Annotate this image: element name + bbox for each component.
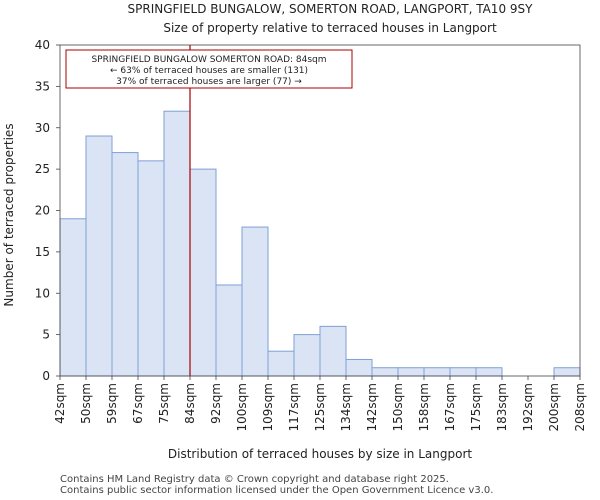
chart-title: SPRINGFIELD BUNGALOW, SOMERTON ROAD, LAN…: [128, 2, 534, 16]
x-tick-label-150sqm: 150sqm: [391, 383, 405, 431]
x-tick-label-183sqm: 183sqm: [495, 383, 509, 431]
y-tick-label-20: 20: [35, 204, 50, 218]
bar-150sqm: [397, 367, 425, 377]
x-tick-label-50sqm: 50sqm: [79, 383, 93, 424]
y-axis: 0 5 10 15 20 25 30 35 40: [35, 38, 60, 383]
footer-copyright: Contains HM Land Registry data © Crown c…: [60, 474, 449, 485]
x-tick-label-175sqm: 175sqm: [469, 383, 483, 431]
bar-158sqm: [423, 367, 451, 377]
y-tick-label-0: 0: [42, 369, 50, 383]
x-axis: 42sqm 50sqm 59sqm 67sqm 75sqm 84sqm 92sqm 100sq…: [53, 376, 587, 431]
bar-109sqm: [267, 350, 295, 377]
x-tick-label-192sqm: 192sqm: [521, 383, 535, 431]
x-tick-label-200sqm: 200sqm: [547, 383, 561, 431]
y-tick-label-10: 10: [35, 286, 50, 300]
x-tick-label-167sqm: 167sqm: [443, 383, 457, 431]
footer-licence: Contains public sector information licen…: [60, 485, 494, 496]
x-tick-label-208sqm: 208sqm: [573, 383, 587, 431]
annotation-box: SPRINGFIELD BUNGALOW SOMERTON ROAD: 84sq…: [65, 49, 353, 89]
bar-100sqm: [241, 226, 269, 377]
x-tick-label-84sqm: 84sqm: [183, 383, 197, 424]
bar-92sqm: [215, 284, 243, 377]
x-tick-label-134sqm: 134sqm: [339, 383, 353, 431]
annotation-border: [65, 49, 353, 89]
chart-subtitle: Size of property relative to terraced ho…: [163, 21, 497, 35]
x-tick-label-100sqm: 100sqm: [235, 383, 249, 431]
bar-50sqm: [85, 135, 113, 377]
x-tick-label-158sqm: 158sqm: [417, 383, 431, 431]
bar-200sqm: [553, 367, 581, 377]
y-axis-label: Number of terraced properties: [2, 123, 16, 306]
bar-42sqm: [59, 218, 87, 377]
annotation-line-2: ← 63% of terraced houses are smaller (13…: [110, 66, 308, 76]
x-tick-label-92sqm: 92sqm: [209, 383, 223, 424]
x-tick-label-109sqm: 109sqm: [261, 383, 275, 431]
bar-67sqm: [137, 160, 165, 377]
annotation-line-1: SPRINGFIELD BUNGALOW SOMERTON ROAD: 84sq…: [91, 55, 326, 65]
x-tick-label-142sqm: 142sqm: [365, 383, 379, 431]
x-tick-label-59sqm: 59sqm: [105, 383, 119, 424]
x-tick-label-117sqm: 117sqm: [287, 383, 301, 431]
y-tick-label-30: 30: [35, 121, 50, 135]
bar-175sqm: [475, 367, 503, 377]
bar-167sqm: [449, 367, 477, 377]
y-tick-label-40: 40: [35, 38, 50, 52]
bar-84sqm: [189, 168, 217, 377]
x-axis-label: Distribution of terraced houses by size …: [168, 447, 472, 461]
y-tick-label-35: 35: [35, 79, 50, 93]
bar-59sqm: [111, 152, 139, 377]
y-tick-label-15: 15: [35, 245, 50, 259]
x-tick-label-42sqm: 42sqm: [53, 383, 67, 424]
annotation-line-3: 37% of terraced houses are larger (77) →: [116, 77, 302, 87]
bar-134sqm: [345, 358, 373, 377]
y-tick-label-25: 25: [35, 162, 50, 176]
bar-117sqm: [293, 334, 321, 377]
bar-75sqm: [163, 110, 191, 377]
x-tick-label-125sqm: 125sqm: [313, 383, 327, 431]
bar-142sqm: [371, 367, 399, 377]
plot-frame: [59, 44, 581, 377]
bars-group: [59, 110, 581, 377]
y-tick-label-5: 5: [42, 328, 50, 342]
bar-125sqm: [319, 325, 347, 377]
x-tick-label-67sqm: 67sqm: [131, 383, 145, 424]
x-tick-label-75sqm: 75sqm: [157, 383, 171, 424]
